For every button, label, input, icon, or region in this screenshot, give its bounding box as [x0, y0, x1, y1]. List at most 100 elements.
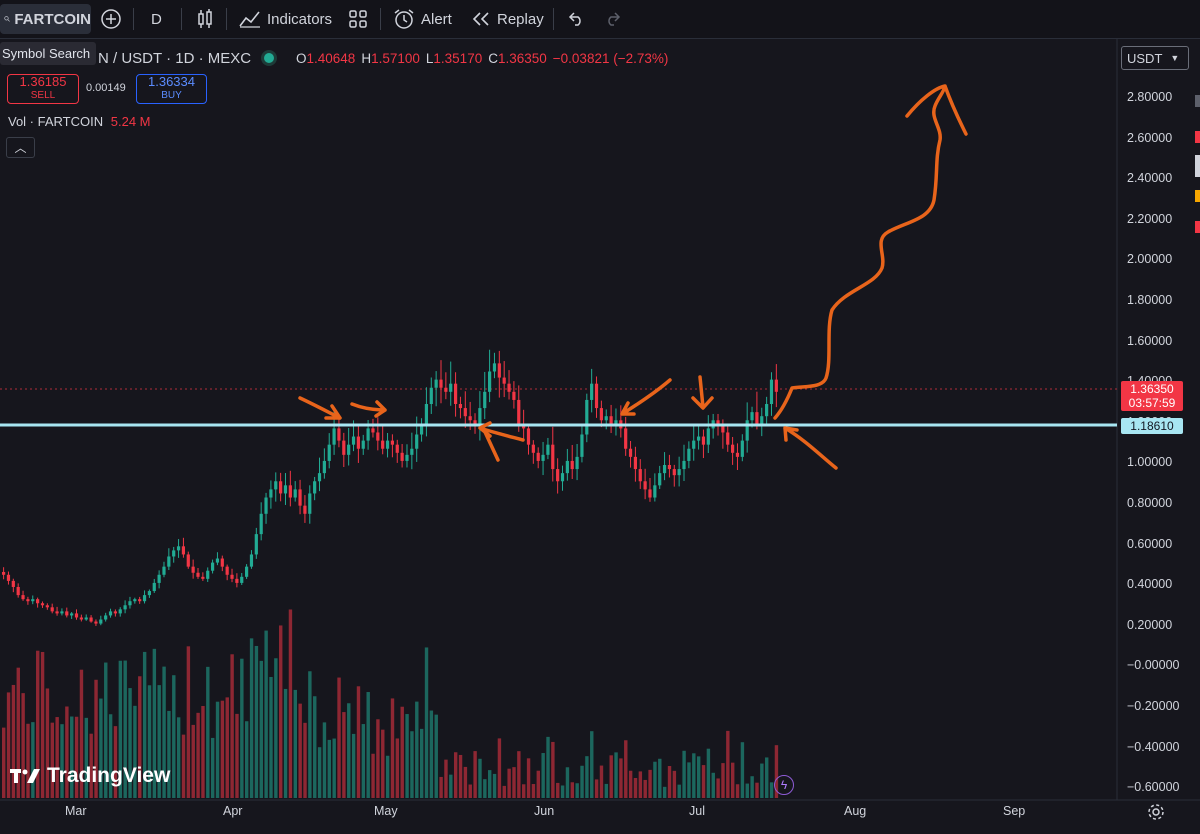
volume-bar — [210, 737, 215, 798]
volume-label: Vol · FARTCOIN — [8, 114, 104, 129]
candle-body — [556, 469, 560, 482]
candle-body — [492, 363, 497, 372]
candle-body — [575, 456, 579, 470]
volume-bar — [259, 660, 263, 798]
candle-body — [26, 599, 30, 602]
volume-bar — [653, 761, 657, 798]
divider — [553, 8, 554, 30]
price-axis-label: 0.20000 — [1127, 617, 1173, 632]
volume-bar — [50, 722, 54, 798]
indicators-button[interactable]: Indicators — [239, 4, 332, 34]
volume-bar — [458, 754, 463, 798]
rewind-icon — [472, 12, 489, 26]
arrow-annotation — [298, 396, 342, 420]
candle-body — [774, 379, 778, 392]
replay-button[interactable]: Replay — [471, 4, 544, 34]
candle-body — [667, 465, 672, 470]
volume-bar — [313, 696, 317, 798]
volume-bar — [405, 714, 409, 798]
volume-bar — [147, 685, 152, 798]
volume-bar — [361, 724, 366, 798]
volume-legend[interactable]: Vol · FARTCOIN 5.24 M — [8, 114, 151, 129]
volume-bar — [760, 763, 764, 798]
layout-button[interactable] — [348, 4, 368, 34]
candle-body — [662, 465, 667, 474]
price-axis-label: 2.80000 — [1127, 90, 1173, 104]
price-axis-label: 0.60000 — [1127, 536, 1173, 551]
volume-bar — [45, 688, 50, 798]
candle-body — [585, 399, 589, 435]
volume-bar — [507, 768, 511, 798]
volume-bar — [726, 730, 730, 798]
settings-button[interactable] — [1146, 802, 1166, 822]
interval-button[interactable]: D — [151, 4, 162, 34]
currency-select[interactable]: USDT ▼ — [1121, 46, 1189, 70]
volume-bar — [99, 698, 103, 798]
market-status-dot[interactable] — [264, 53, 274, 63]
candle-body — [264, 497, 268, 514]
arrow-annotation — [350, 400, 387, 418]
indicators-icon — [239, 11, 260, 28]
volume-bar — [74, 716, 79, 798]
candle-body — [94, 621, 98, 624]
volume-bar — [395, 738, 400, 798]
candle-body — [303, 505, 307, 514]
candle-body — [478, 408, 482, 425]
currency-label: USDT — [1127, 50, 1163, 66]
volume-bar — [196, 712, 200, 798]
volume-bar — [385, 755, 390, 798]
volume-bar — [614, 752, 618, 798]
volume-bar — [6, 692, 11, 798]
price-axis-label: 1.80000 — [1127, 293, 1173, 307]
volume-bar — [580, 765, 584, 798]
candle-body — [279, 481, 283, 494]
undo-button[interactable] — [567, 4, 585, 34]
chart-type-button[interactable] — [196, 4, 214, 34]
volume-bar — [769, 782, 774, 798]
volume-bar — [648, 769, 652, 798]
candle-body — [31, 599, 35, 602]
candle-body — [210, 562, 215, 571]
volume-bar — [21, 693, 25, 798]
candle-body — [624, 428, 628, 449]
candle-body — [327, 444, 331, 461]
symbol-legend[interactable]: N / USDT · 1D · MEXC — [98, 48, 251, 68]
open-value: 1.40648 — [306, 50, 356, 66]
level-price-value: 1.18610 — [1130, 419, 1174, 433]
candle-body — [298, 489, 302, 506]
compare-button[interactable] — [100, 4, 122, 34]
volume-bar — [332, 738, 336, 798]
candle-body — [419, 424, 424, 435]
candle-body — [400, 452, 404, 461]
candle-body — [507, 383, 511, 392]
low-value: 1.35170 — [433, 50, 483, 66]
arrow-annotation — [691, 375, 714, 410]
volume-bar — [206, 666, 210, 798]
price-axis-label: −0.00000 — [1127, 658, 1180, 673]
alert-button[interactable]: Alert — [393, 4, 452, 34]
candle-body — [351, 436, 356, 445]
lightning-icon[interactable]: ϟ — [774, 775, 794, 795]
collapse-legend-button[interactable]: ︿ — [6, 137, 35, 158]
redo-button[interactable] — [604, 4, 622, 34]
candle-body — [220, 558, 224, 567]
sell-button[interactable]: 1.36185 SELL — [7, 74, 79, 104]
high-key: H — [361, 50, 372, 66]
volume-bar — [662, 786, 667, 798]
volume-bar — [356, 686, 361, 798]
symbol-search-button[interactable]: FARTCOIN — [0, 4, 91, 34]
candle-body — [658, 473, 662, 486]
arrow-annotation — [620, 378, 672, 416]
volume-bar — [176, 717, 181, 798]
volume-bar — [488, 770, 492, 798]
scale-marker — [1195, 95, 1200, 107]
candle-body — [614, 420, 618, 425]
volume-bar — [731, 762, 735, 798]
candle-body — [45, 605, 49, 608]
candle-body — [240, 576, 244, 583]
volume-bar — [390, 698, 395, 798]
candle-body — [347, 444, 351, 455]
buy-button[interactable]: 1.36334 BUY — [136, 74, 207, 104]
candle-body — [696, 436, 701, 441]
